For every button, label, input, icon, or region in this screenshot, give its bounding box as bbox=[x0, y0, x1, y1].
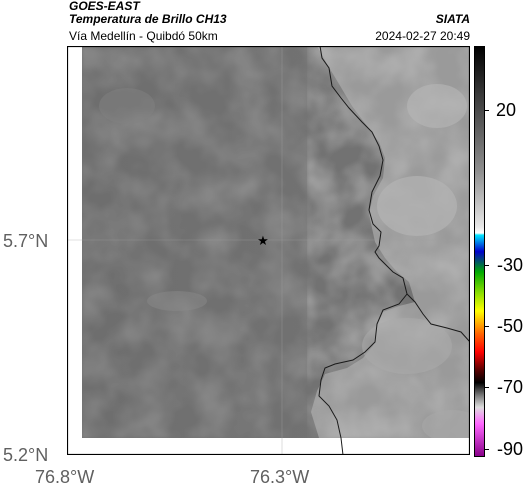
colorbar-tick-mark bbox=[485, 110, 489, 111]
colorbar-tick-mark bbox=[485, 265, 489, 266]
colorbar-tick-label: -70 bbox=[497, 377, 524, 397]
y-tick-label: 5.2°N bbox=[3, 445, 49, 465]
satellite-map: ★ bbox=[67, 46, 470, 455]
star-icon: ★ bbox=[257, 234, 269, 249]
colorbar-tick-mark bbox=[485, 387, 489, 388]
colorbar-tick-label: -50 bbox=[497, 316, 524, 336]
product-title: Temperatura de Brillo CH13 bbox=[69, 12, 227, 26]
organization-label: SIATA bbox=[435, 12, 470, 26]
x-tick-label: 76.3°W bbox=[250, 467, 310, 487]
boundary-line-east bbox=[406, 293, 470, 343]
colorbar-tick-mark bbox=[485, 326, 489, 327]
boundary-line bbox=[318, 46, 408, 455]
colorbar-tick-label: -30 bbox=[497, 255, 524, 275]
colorbar bbox=[474, 46, 485, 457]
colorbar-tick-mark bbox=[485, 449, 489, 450]
colorbar-tick-label: 20 bbox=[496, 100, 517, 120]
colorbar-tick-label: -90 bbox=[497, 439, 524, 459]
region-label: Vía Medellín - Quibdó 50km bbox=[69, 29, 218, 43]
x-tick-label: 76.8°W bbox=[35, 467, 95, 487]
map-frame bbox=[67, 46, 470, 455]
y-tick-label: 5.7°N bbox=[3, 231, 49, 251]
timestamp-label: 2024-02-27 20:49 bbox=[375, 29, 470, 43]
satellite-name: GOES-EAST bbox=[69, 0, 140, 13]
